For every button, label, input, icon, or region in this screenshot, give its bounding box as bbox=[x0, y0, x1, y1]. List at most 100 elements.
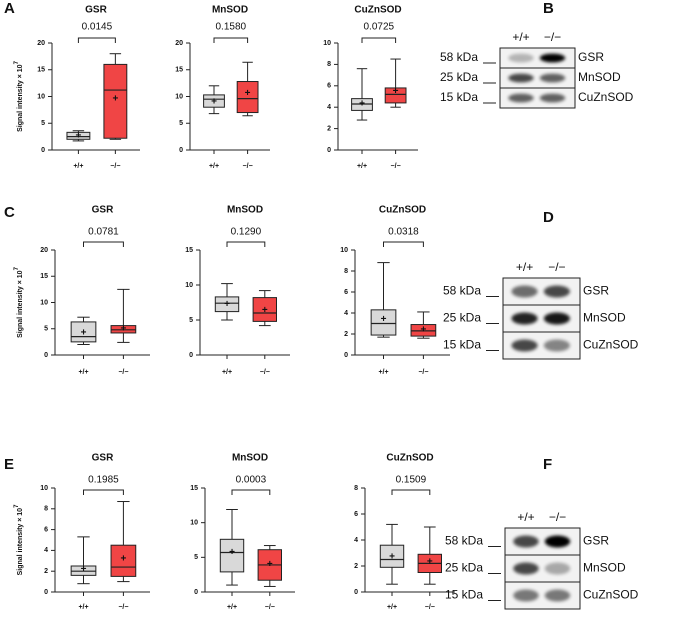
mean-marker: + bbox=[420, 324, 426, 335]
y-axis-label-text: Signal intensity × 10 bbox=[17, 508, 24, 576]
y-tick-label: 2 bbox=[354, 563, 358, 570]
x-tick-label: −/− bbox=[425, 604, 435, 611]
y-axis-label-text: Signal intensity × 10 bbox=[17, 64, 24, 132]
box bbox=[384, 87, 407, 104]
box bbox=[236, 81, 259, 114]
chart-title: CuZnSOD bbox=[379, 205, 426, 216]
band bbox=[543, 339, 570, 352]
mean-marker: + bbox=[267, 559, 273, 570]
blot-strip bbox=[499, 87, 576, 109]
significance-bracket bbox=[226, 241, 266, 247]
y-axis-label-exponent: 7 bbox=[14, 504, 20, 508]
x-tick-label: +/+ bbox=[78, 604, 88, 611]
panel-label: D bbox=[543, 209, 554, 226]
marker-label: 25 kDa bbox=[440, 70, 478, 84]
band bbox=[511, 312, 538, 325]
p-value: 0.1290 bbox=[231, 227, 262, 238]
x-tick-label: −/− bbox=[243, 163, 253, 170]
lane-label: −/− bbox=[548, 260, 565, 274]
y-tick-label: 0 bbox=[354, 589, 358, 596]
protein-label: GSR bbox=[583, 284, 609, 298]
y-tick-label: 5 bbox=[44, 326, 48, 333]
marker-label: 15 kDa bbox=[440, 90, 478, 104]
x-tick-label: −/− bbox=[260, 369, 270, 376]
y-tick-label: 10 bbox=[323, 40, 331, 47]
band bbox=[508, 73, 534, 83]
chart-title: MnSOD bbox=[232, 453, 268, 464]
mean-marker: + bbox=[81, 328, 87, 339]
protein-label: MnSOD bbox=[578, 70, 621, 84]
y-tick-label: 0 bbox=[189, 352, 193, 359]
protein-label: GSR bbox=[578, 50, 604, 64]
y-tick-label: 20 bbox=[175, 40, 183, 47]
y-tick-label: 10 bbox=[37, 93, 45, 100]
band bbox=[511, 285, 538, 298]
y-tick-label: 10 bbox=[40, 299, 48, 306]
panel-label: A bbox=[4, 0, 15, 17]
protein-label: MnSOD bbox=[583, 561, 626, 575]
y-tick-label: 15 bbox=[40, 273, 48, 280]
band bbox=[508, 53, 534, 63]
panel-label: B bbox=[543, 0, 554, 17]
band bbox=[543, 312, 570, 325]
marker-label: 15 kDa bbox=[445, 588, 483, 602]
p-value: 0.0003 bbox=[236, 475, 267, 486]
y-tick-label: 5 bbox=[189, 317, 193, 324]
y-tick-label: 15 bbox=[37, 67, 45, 74]
band bbox=[508, 93, 534, 103]
significance-bracket bbox=[83, 241, 124, 247]
x-tick-label: +/+ bbox=[378, 369, 388, 376]
y-tick-label: 20 bbox=[37, 40, 45, 47]
mean-marker: + bbox=[211, 96, 217, 107]
y-axis-label-exponent: 7 bbox=[14, 60, 20, 64]
protein-label: GSR bbox=[583, 534, 609, 548]
mean-marker: + bbox=[262, 305, 268, 316]
mean-marker: + bbox=[224, 299, 230, 310]
band bbox=[511, 339, 538, 352]
y-tick-label: 6 bbox=[327, 83, 331, 90]
x-tick-label: −/− bbox=[118, 369, 128, 376]
y-tick-label: 10 bbox=[190, 520, 198, 527]
y-tick-label: 5 bbox=[179, 120, 183, 127]
band bbox=[544, 535, 571, 548]
y-axis-label-exponent: 7 bbox=[14, 266, 20, 270]
marker-label: 58 kDa bbox=[445, 534, 483, 548]
box bbox=[252, 297, 278, 322]
y-tick-label: 2 bbox=[44, 568, 48, 575]
significance-bracket bbox=[83, 489, 124, 495]
mean-marker: + bbox=[75, 131, 81, 142]
lane-label: −/− bbox=[544, 30, 561, 44]
y-tick-label: 5 bbox=[41, 120, 45, 127]
y-tick-label: 4 bbox=[44, 547, 48, 554]
protein-label: CuZnSOD bbox=[583, 338, 639, 352]
significance-bracket bbox=[231, 489, 271, 495]
band bbox=[539, 73, 566, 83]
y-tick-label: 8 bbox=[344, 268, 348, 275]
lane-label: +/+ bbox=[512, 30, 529, 44]
x-tick-label: −/− bbox=[110, 163, 120, 170]
band bbox=[543, 285, 570, 298]
chart-title: GSR bbox=[85, 5, 107, 16]
mean-marker: + bbox=[229, 547, 235, 558]
mean-marker: + bbox=[393, 86, 399, 97]
y-axis-label: Signal intensity × 107 bbox=[14, 266, 24, 338]
y-tick-label: 15 bbox=[175, 67, 183, 74]
p-value: 0.1509 bbox=[396, 475, 427, 486]
significance-bracket bbox=[391, 489, 431, 495]
y-tick-label: 6 bbox=[44, 526, 48, 533]
marker-label: 58 kDa bbox=[443, 284, 481, 298]
y-tick-label: 10 bbox=[185, 282, 193, 289]
x-tick-label: −/− bbox=[265, 604, 275, 611]
p-value: 0.0725 bbox=[364, 22, 395, 33]
marker-label: 58 kDa bbox=[440, 50, 478, 64]
y-tick-label: 0 bbox=[179, 147, 183, 154]
protein-label: CuZnSOD bbox=[578, 90, 634, 104]
p-value: 0.1580 bbox=[216, 22, 247, 33]
box bbox=[110, 544, 137, 577]
mean-marker: + bbox=[120, 553, 126, 564]
x-tick-label: −/− bbox=[118, 604, 128, 611]
p-value: 0.0781 bbox=[88, 227, 119, 238]
x-tick-label: +/+ bbox=[227, 604, 237, 611]
band bbox=[539, 53, 566, 63]
